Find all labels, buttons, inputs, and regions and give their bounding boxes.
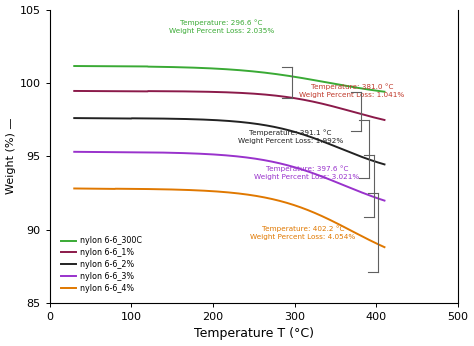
Legend: nylon 6-6_300C, nylon 6-6_1%, nylon 6-6_2%, nylon 6-6_3%, nylon 6-6_4%: nylon 6-6_300C, nylon 6-6_1%, nylon 6-6_… [58, 233, 145, 296]
X-axis label: Temperature T (°C): Temperature T (°C) [194, 327, 314, 340]
Y-axis label: Weight (%) —: Weight (%) — [6, 118, 16, 194]
Text: Temperature: 296.6 °C
Weight Percent Loss: 2.035%: Temperature: 296.6 °C Weight Percent Los… [169, 20, 274, 35]
Text: Temperature: 402.2 °C
Weight Percent Loss: 4.054%: Temperature: 402.2 °C Weight Percent Los… [250, 225, 356, 240]
Text: Temperature: 381.0 °C
Weight Percent Loss: 1.041%: Temperature: 381.0 °C Weight Percent Los… [299, 84, 404, 98]
Text: Temperature: 397.6 °C
Weight Percent Loss: 3.021%: Temperature: 397.6 °C Weight Percent Los… [254, 165, 360, 180]
Text: Temperature: 391.1 °C
Weight Percent Loss: 1.992%: Temperature: 391.1 °C Weight Percent Los… [238, 129, 343, 144]
